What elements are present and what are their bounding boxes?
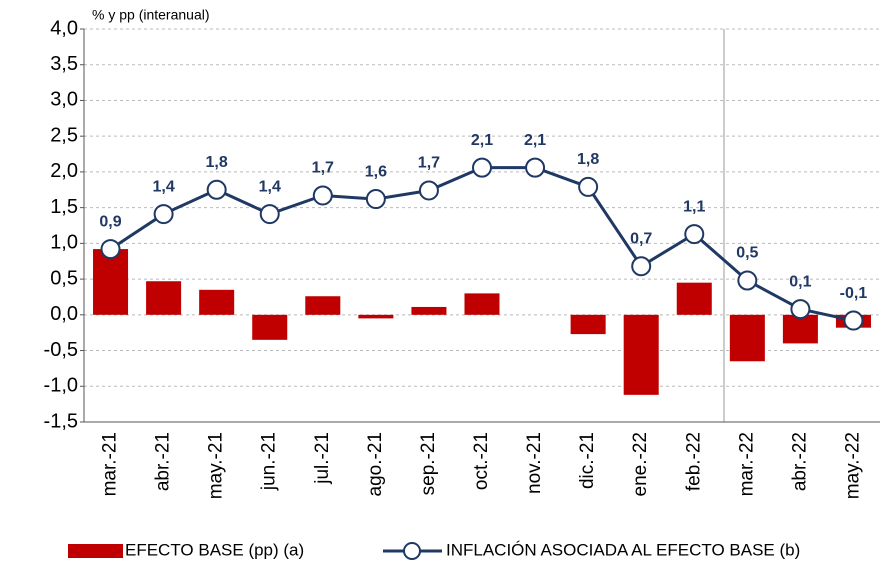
x-tick-label: abr.-22 bbox=[789, 432, 810, 491]
marker bbox=[843, 310, 864, 331]
x-tick-label: dic.-21 bbox=[577, 432, 598, 489]
y-tick-label: 2,5 bbox=[50, 124, 78, 146]
bar bbox=[570, 314, 606, 335]
marker bbox=[472, 157, 492, 178]
bar bbox=[199, 289, 235, 315]
marker bbox=[737, 270, 758, 291]
marker bbox=[790, 299, 811, 320]
x-tick-label: mar.-22 bbox=[736, 432, 757, 496]
x-tick-label: oct.-21 bbox=[471, 432, 492, 490]
bar bbox=[358, 314, 394, 319]
data-label: 2,1 bbox=[471, 132, 493, 149]
y-tick-label: 1,5 bbox=[50, 196, 78, 218]
legend-label: INFLACIÓN ASOCIADA AL EFECTO BASE (b) bbox=[446, 540, 800, 559]
x-tick-label: abr.-21 bbox=[153, 432, 174, 491]
x-tick-label: jun.-21 bbox=[259, 432, 280, 491]
legend-swatch bbox=[403, 542, 421, 560]
marker bbox=[631, 256, 652, 277]
y-axis-title: % y pp (interanual) bbox=[92, 7, 210, 23]
y-tick-label: 0,0 bbox=[50, 303, 78, 325]
y-tick-label: 1,0 bbox=[50, 232, 78, 254]
data-label: -0,1 bbox=[840, 285, 868, 302]
marker bbox=[525, 157, 546, 178]
x-tick-label: sep.-21 bbox=[418, 432, 439, 495]
x-tick-label: feb.-22 bbox=[683, 432, 704, 491]
bar bbox=[782, 314, 818, 344]
bar bbox=[729, 314, 765, 362]
bar bbox=[411, 306, 447, 315]
data-label: 1,7 bbox=[418, 155, 440, 172]
y-tick-label: -1,0 bbox=[44, 375, 78, 397]
data-label: 0,1 bbox=[789, 273, 811, 290]
marker bbox=[684, 224, 705, 245]
y-tick-label: -1,5 bbox=[44, 410, 78, 432]
x-tick-label: mar.-21 bbox=[100, 432, 121, 496]
marker bbox=[578, 176, 599, 197]
x-tick-label: jul.-21 bbox=[312, 432, 333, 485]
marker bbox=[418, 180, 439, 201]
bar bbox=[146, 281, 182, 315]
bar bbox=[252, 314, 288, 340]
x-tick-label: ago.-21 bbox=[365, 432, 386, 496]
legend-label: EFECTO BASE (pp) (a) bbox=[125, 540, 304, 559]
data-label: 0,7 bbox=[630, 230, 652, 247]
legend-swatch bbox=[68, 544, 123, 558]
data-label: 1,1 bbox=[683, 198, 705, 215]
y-tick-label: 0,5 bbox=[50, 267, 78, 289]
y-tick-label: -0,5 bbox=[44, 339, 78, 361]
data-label: 1,8 bbox=[206, 154, 228, 171]
marker bbox=[365, 189, 386, 210]
y-tick-label: 2,0 bbox=[50, 160, 78, 182]
marker bbox=[206, 179, 227, 200]
data-label: 0,9 bbox=[99, 213, 121, 230]
data-label: 0,5 bbox=[736, 245, 758, 262]
data-label: 1,4 bbox=[152, 178, 174, 195]
marker bbox=[312, 185, 333, 206]
x-tick-label: nov.-21 bbox=[524, 432, 545, 494]
data-label: 1,6 bbox=[365, 163, 387, 180]
bar bbox=[464, 293, 500, 315]
marker bbox=[153, 204, 174, 225]
y-tick-label: 4,0 bbox=[50, 17, 78, 39]
y-tick-label: 3,5 bbox=[50, 53, 78, 75]
x-tick-label: may.-22 bbox=[842, 432, 863, 499]
data-label: 1,4 bbox=[259, 178, 281, 195]
marker bbox=[259, 204, 280, 225]
bar bbox=[93, 249, 129, 315]
x-tick-label: may.-21 bbox=[206, 432, 227, 499]
y-tick-label: 3,0 bbox=[50, 89, 78, 111]
data-label: 1,7 bbox=[312, 160, 334, 177]
bar bbox=[305, 296, 341, 315]
data-label: 1,8 bbox=[577, 151, 599, 168]
bar bbox=[623, 314, 659, 395]
data-label: 2,1 bbox=[524, 132, 546, 149]
x-tick-label: ene.-22 bbox=[630, 432, 651, 496]
marker bbox=[100, 239, 121, 260]
bar bbox=[676, 282, 712, 315]
